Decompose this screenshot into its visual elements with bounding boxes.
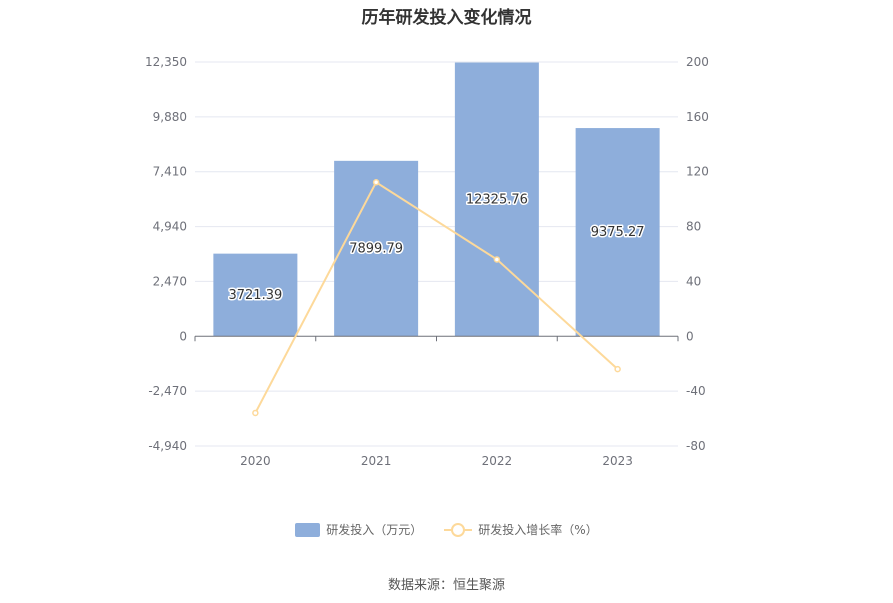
y-left-tick-label: 4,940 bbox=[153, 220, 187, 234]
bar bbox=[575, 128, 660, 337]
y-left-tick-label: 7,410 bbox=[153, 165, 187, 179]
y-right-tick-label: -80 bbox=[686, 439, 706, 453]
x-tick-label: 2023 bbox=[602, 454, 633, 468]
legend-item-line[interactable]: 研发投入增长率（%） bbox=[444, 521, 598, 538]
y-left-tick-label: 9,880 bbox=[153, 110, 187, 124]
legend-line-swatch bbox=[444, 522, 473, 537]
growth-point bbox=[614, 365, 621, 373]
growth-point bbox=[493, 256, 501, 263]
x-tick-label: 2022 bbox=[482, 454, 513, 468]
bar-data-label: 3721.39 bbox=[228, 288, 282, 303]
x-tick-label: 2020 bbox=[240, 454, 271, 468]
y-right-tick-label: 160 bbox=[686, 110, 709, 124]
y-left-tick-label: -2,470 bbox=[148, 384, 187, 398]
legend-bar-label: 研发投入（万元） bbox=[326, 523, 423, 537]
label-layer: 3721.39 7899.79 12325.76 9375.27 bbox=[227, 191, 646, 305]
y-left-tick-label: 2,470 bbox=[153, 274, 187, 288]
axis-layer: -4,940 -2,470 0 2,470 4,940 7,410 9,880 12,350 -… bbox=[145, 55, 709, 468]
legend: 研发投入（万元） 研发投入增长率（%） bbox=[0, 521, 893, 538]
line-layer bbox=[252, 179, 621, 417]
y-left-tick-label: 12,350 bbox=[145, 55, 187, 69]
y-right-tick-label: 200 bbox=[686, 55, 709, 69]
bar bbox=[213, 253, 298, 337]
chart-title: 历年研发投入变化情况 bbox=[361, 8, 532, 28]
bar bbox=[334, 160, 419, 337]
y-left-tick-label: -4,940 bbox=[148, 439, 187, 453]
legend-item-bar[interactable]: 研发投入（万元） bbox=[295, 521, 422, 538]
legend-bar-swatch bbox=[295, 522, 321, 537]
bar-data-label: 7899.79 bbox=[349, 242, 403, 257]
y-right-tick-label: 0 bbox=[686, 329, 694, 343]
bar-data-label: 12325.76 bbox=[466, 192, 528, 207]
x-tick-label: 2021 bbox=[361, 454, 392, 468]
growth-point bbox=[252, 409, 259, 417]
y-right-tick-label: -40 bbox=[686, 384, 706, 398]
bar-layer bbox=[213, 62, 660, 337]
y-right-tick-label: 40 bbox=[686, 274, 701, 288]
legend-line-label: 研发投入增长率（%） bbox=[478, 523, 598, 537]
y-right-tick-label: 120 bbox=[686, 165, 709, 179]
bar-data-label: 9375.27 bbox=[591, 225, 645, 240]
y-left-tick-label: 0 bbox=[179, 329, 187, 343]
data-source: 数据来源：恒生聚源 bbox=[387, 578, 505, 593]
growth-line bbox=[254, 180, 619, 414]
growth-point bbox=[372, 179, 380, 186]
bar bbox=[454, 62, 539, 337]
y-right-tick-label: 80 bbox=[686, 220, 701, 234]
